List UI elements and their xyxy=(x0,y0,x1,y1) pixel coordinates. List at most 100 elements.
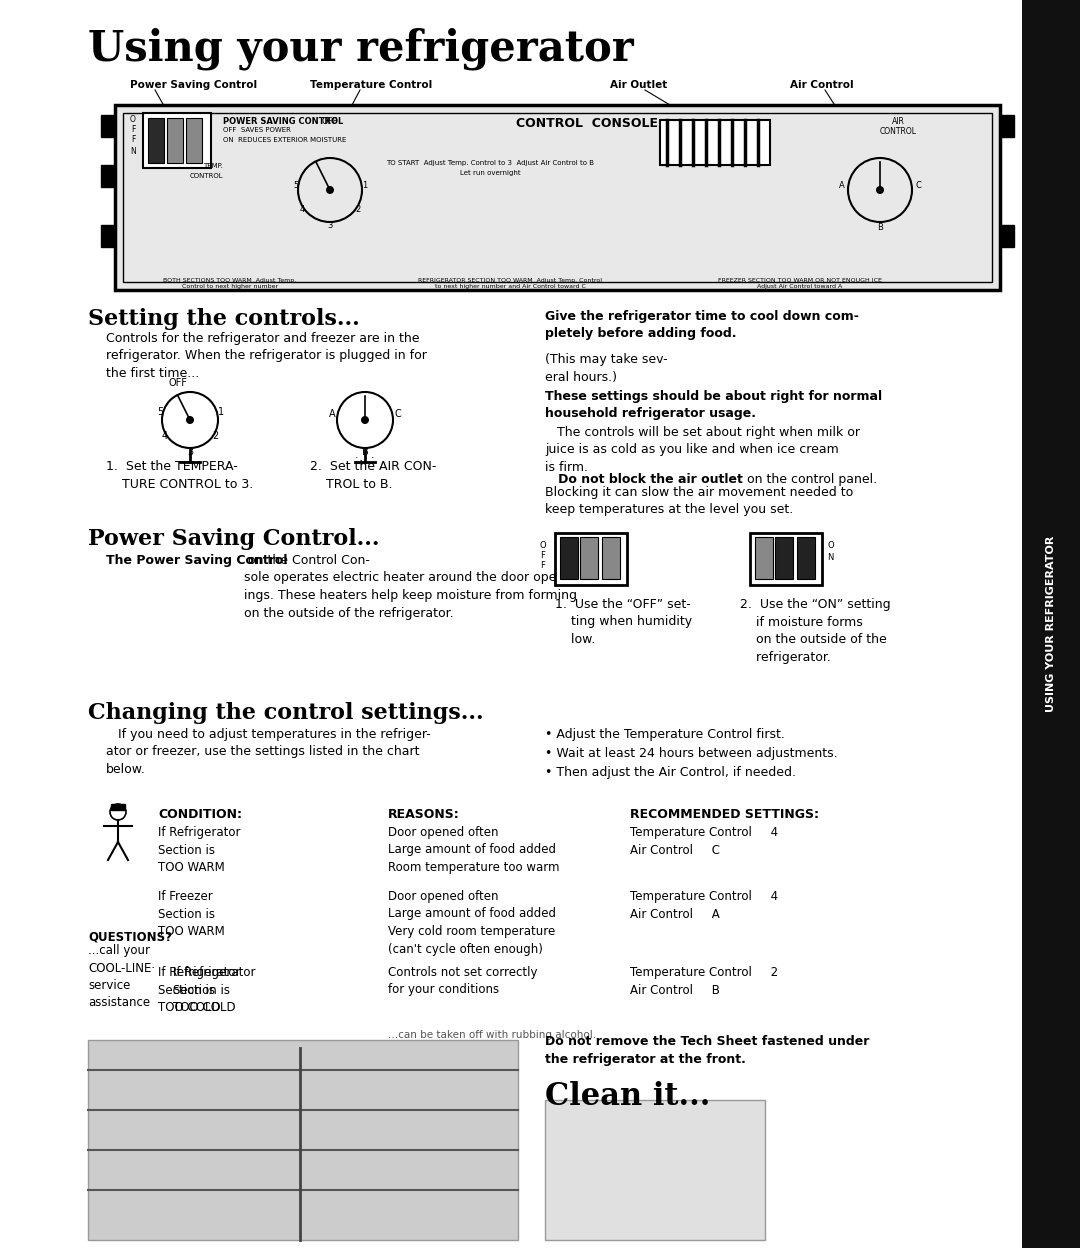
Circle shape xyxy=(361,416,369,424)
Text: Clean it...: Clean it... xyxy=(545,1081,711,1112)
Text: 2: 2 xyxy=(212,431,218,441)
Text: Controls not set correctly
for your conditions: Controls not set correctly for your cond… xyxy=(388,966,538,996)
Text: N: N xyxy=(130,147,136,156)
Text: OFF: OFF xyxy=(168,378,188,388)
Text: If Refrigerator
Section is
TOO COLD: If Refrigerator Section is TOO COLD xyxy=(158,966,241,1013)
Bar xyxy=(750,533,822,585)
Text: A: A xyxy=(328,409,335,419)
Bar xyxy=(167,119,183,163)
Text: The controls will be set about right when milk or
juice is as cold as you like a: The controls will be set about right whe… xyxy=(545,426,860,474)
Text: REASONS:: REASONS: xyxy=(388,807,460,821)
Text: CONTROL  CONSOLE: CONTROL CONSOLE xyxy=(516,117,659,130)
Text: C: C xyxy=(915,181,921,190)
Text: POWER SAVING CONTROL: POWER SAVING CONTROL xyxy=(222,117,343,126)
Bar xyxy=(114,105,1000,290)
Text: Power Saving Control: Power Saving Control xyxy=(130,80,257,90)
Text: F: F xyxy=(131,125,135,134)
Bar xyxy=(797,537,815,579)
Bar xyxy=(580,537,598,579)
Bar xyxy=(775,537,793,579)
Bar xyxy=(111,804,125,810)
Text: C: C xyxy=(394,409,402,419)
Bar xyxy=(186,119,202,163)
Bar xyxy=(545,1099,765,1241)
Text: CONDITION:: CONDITION: xyxy=(158,807,242,821)
Text: ·: · xyxy=(355,453,359,463)
Bar xyxy=(102,115,114,137)
Text: CONTROL: CONTROL xyxy=(189,173,222,178)
Text: OFF: OFF xyxy=(322,117,338,126)
Text: Temperature Control     2
Air Control     B: Temperature Control 2 Air Control B xyxy=(630,966,778,996)
Text: Air Control: Air Control xyxy=(789,80,853,90)
Bar xyxy=(148,119,164,163)
Text: B: B xyxy=(362,447,368,457)
Text: O: O xyxy=(130,115,136,124)
Text: Setting the controls...: Setting the controls... xyxy=(87,308,360,329)
Text: REFRIGERATOR SECTION TOO WARM  Adjust Temp. Control
to next higher number and Ai: REFRIGERATOR SECTION TOO WARM Adjust Tem… xyxy=(418,278,602,288)
Text: These settings should be about right for normal
household refrigerator usage.: These settings should be about right for… xyxy=(545,389,882,421)
Text: CONTROL: CONTROL xyxy=(879,127,917,136)
Text: Door opened often
Large amount of food added
Very cold room temperature
(can't c: Door opened often Large amount of food a… xyxy=(388,890,556,956)
Bar xyxy=(143,114,211,168)
Text: 5: 5 xyxy=(294,181,299,190)
Text: F: F xyxy=(541,552,545,560)
Text: Using your refrigerator: Using your refrigerator xyxy=(87,27,634,70)
Text: • Adjust the Temperature Control first.: • Adjust the Temperature Control first. xyxy=(545,728,785,741)
Circle shape xyxy=(186,416,194,424)
Text: 5: 5 xyxy=(157,407,163,417)
Text: OFF  SAVES POWER: OFF SAVES POWER xyxy=(222,127,291,134)
Bar xyxy=(1022,0,1080,1248)
Text: Air Outlet: Air Outlet xyxy=(610,80,667,90)
Text: Temperature Control: Temperature Control xyxy=(310,80,432,90)
Text: 1.  Set the TEMPERA-
    TURE CONTROL to 3.: 1. Set the TEMPERA- TURE CONTROL to 3. xyxy=(106,461,253,490)
Bar xyxy=(102,165,114,187)
Text: Let run overnight: Let run overnight xyxy=(460,170,521,176)
Text: ...call your
COOL-LINE·
service
assistance: ...call your COOL-LINE· service assistan… xyxy=(87,943,156,1010)
Text: A: A xyxy=(839,181,845,190)
Text: N: N xyxy=(827,553,834,562)
Text: ON  REDUCES EXTERIOR MOISTURE: ON REDUCES EXTERIOR MOISTURE xyxy=(222,137,347,144)
Text: Temperature Control     4
Air Control     C: Temperature Control 4 Air Control C xyxy=(630,826,778,856)
Text: 1: 1 xyxy=(363,181,367,190)
Text: USING YOUR REFRIGERATOR: USING YOUR REFRIGERATOR xyxy=(1047,535,1056,713)
Text: If Refrigerator
Section is
TOO COLD: If Refrigerator Section is TOO COLD xyxy=(173,966,256,1013)
Text: If Freezer
Section is
TOO WARM: If Freezer Section is TOO WARM xyxy=(158,890,225,938)
Text: Door opened often
Large amount of food added
Room temperature too warm: Door opened often Large amount of food a… xyxy=(388,826,559,874)
Text: ·: · xyxy=(372,453,375,463)
Text: If Refrigerator
Section is
TOO WARM: If Refrigerator Section is TOO WARM xyxy=(158,826,241,874)
Text: Temperature Control     4
Air Control     A: Temperature Control 4 Air Control A xyxy=(630,890,778,921)
Text: 2.  Use the “ON” setting
    if moisture forms
    on the outside of the
    ref: 2. Use the “ON” setting if moisture form… xyxy=(740,598,891,664)
Text: Blocking it can slow the air movement needed to
keep temperatures at the level y: Blocking it can slow the air movement ne… xyxy=(545,485,853,517)
Text: Give the refrigerator time to cool down com-
pletely before adding food.: Give the refrigerator time to cool down … xyxy=(545,310,859,341)
Bar xyxy=(602,537,620,579)
Text: B: B xyxy=(877,223,883,232)
Text: 4: 4 xyxy=(299,206,305,215)
Text: F: F xyxy=(131,135,135,144)
Text: 4: 4 xyxy=(162,431,168,441)
Text: TEMP.: TEMP. xyxy=(203,163,222,168)
Bar xyxy=(555,533,627,585)
Bar xyxy=(1000,225,1014,247)
Bar xyxy=(660,120,770,165)
Bar xyxy=(1000,115,1014,137)
Text: 1.  Use the “OFF” set-
    ting when humidity
    low.: 1. Use the “OFF” set- ting when humidity… xyxy=(555,598,692,646)
Bar xyxy=(102,225,114,247)
Text: If you need to adjust temperatures in the refriger-
ator or freezer, use the set: If you need to adjust temperatures in th… xyxy=(106,728,431,776)
Text: F: F xyxy=(541,562,545,570)
Text: O: O xyxy=(540,540,546,550)
Circle shape xyxy=(876,186,885,193)
Bar xyxy=(123,114,993,282)
Text: RECOMMENDED SETTINGS:: RECOMMENDED SETTINGS: xyxy=(630,807,819,821)
Text: BOTH SECTIONS TOO WARM  Adjust Temp.
Control to next higher number: BOTH SECTIONS TOO WARM Adjust Temp. Cont… xyxy=(163,278,297,288)
Text: O: O xyxy=(827,540,834,550)
Bar xyxy=(561,537,578,579)
Text: • Wait at least 24 hours between adjustments.: • Wait at least 24 hours between adjustm… xyxy=(545,748,838,760)
Text: Power Saving Control...: Power Saving Control... xyxy=(87,528,379,550)
Text: Changing the control settings...: Changing the control settings... xyxy=(87,701,484,724)
Text: on the Control Con-
sole operates electric heater around the door open-
ings. Th: on the Control Con- sole operates electr… xyxy=(244,554,577,619)
Text: on the control panel.: on the control panel. xyxy=(743,473,877,485)
Text: ...can be taken off with rubbing alcohol.: ...can be taken off with rubbing alcohol… xyxy=(388,1030,596,1040)
Text: 1: 1 xyxy=(218,407,224,417)
Text: 3: 3 xyxy=(187,447,193,457)
Text: 2: 2 xyxy=(355,206,361,215)
